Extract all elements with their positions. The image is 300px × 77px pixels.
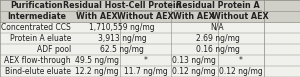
Text: With AEX: With AEX — [173, 12, 215, 21]
Text: 62.5 ng/mg: 62.5 ng/mg — [100, 45, 144, 54]
Text: 12.2 ng/mg: 12.2 ng/mg — [75, 67, 118, 76]
Text: 3,913 ng/mg: 3,913 ng/mg — [98, 34, 147, 43]
Text: 0.16 ng/mg: 0.16 ng/mg — [196, 45, 239, 54]
Text: 49.5 ng/mg: 49.5 ng/mg — [75, 56, 119, 65]
Text: AEX flow-through: AEX flow-through — [4, 56, 71, 65]
Text: *: * — [239, 56, 243, 65]
Text: 11.7 ng/mg: 11.7 ng/mg — [124, 67, 167, 76]
Text: Residual Protein A: Residual Protein A — [176, 1, 260, 10]
Text: 0.12 ng/mg: 0.12 ng/mg — [172, 67, 216, 76]
Text: Without AEX: Without AEX — [212, 12, 269, 21]
Text: Without AEX: Without AEX — [117, 12, 174, 21]
Text: 0.12 ng/mg: 0.12 ng/mg — [219, 67, 262, 76]
Text: ADF pool: ADF pool — [37, 45, 71, 54]
Text: 1,710,559 ng/mg: 1,710,559 ng/mg — [89, 23, 155, 32]
Text: With AEX: With AEX — [76, 12, 118, 21]
Text: Concentrated CCS: Concentrated CCS — [1, 23, 71, 32]
Text: *: * — [144, 56, 147, 65]
Text: Residual Host-Cell Protein: Residual Host-Cell Protein — [63, 1, 182, 10]
Text: 2.69 ng/mg: 2.69 ng/mg — [196, 34, 239, 43]
Text: N/A: N/A — [211, 23, 224, 32]
Text: Protein A eluate: Protein A eluate — [10, 34, 71, 43]
Text: Bind-elute eluate: Bind-elute eluate — [5, 67, 71, 76]
Text: 0.13 ng/mg: 0.13 ng/mg — [172, 56, 216, 65]
Text: Purification
Intermediate: Purification Intermediate — [7, 1, 66, 21]
